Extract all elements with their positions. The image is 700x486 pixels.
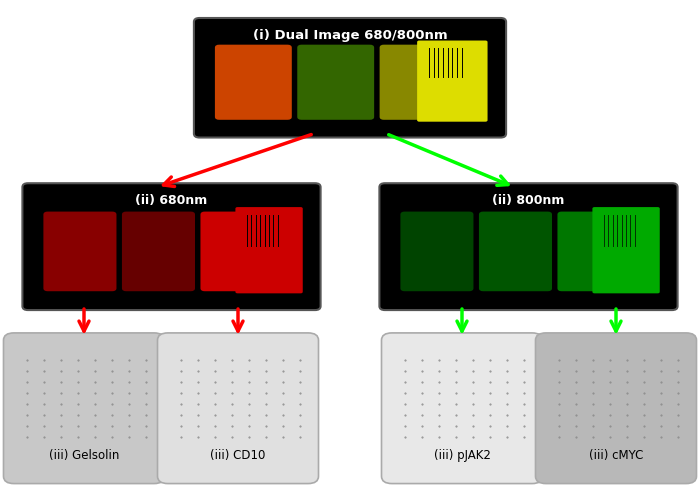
Text: (iii) CD10: (iii) CD10 <box>210 449 266 462</box>
FancyBboxPatch shape <box>379 45 456 120</box>
FancyBboxPatch shape <box>215 45 292 120</box>
Text: (ii) 680nm: (ii) 680nm <box>135 194 208 207</box>
FancyBboxPatch shape <box>43 211 116 291</box>
FancyBboxPatch shape <box>379 183 678 310</box>
FancyBboxPatch shape <box>22 183 321 310</box>
Text: (ii) 800nm: (ii) 800nm <box>492 194 565 207</box>
FancyBboxPatch shape <box>194 18 506 138</box>
FancyBboxPatch shape <box>536 333 696 484</box>
Text: (i) Dual Image 680/800nm: (i) Dual Image 680/800nm <box>253 29 447 42</box>
Text: (iii) Gelsolin: (iii) Gelsolin <box>49 449 119 462</box>
FancyBboxPatch shape <box>400 211 473 291</box>
FancyBboxPatch shape <box>557 211 631 291</box>
Text: (iii) pJAK2: (iii) pJAK2 <box>433 449 491 462</box>
FancyBboxPatch shape <box>200 211 274 291</box>
FancyBboxPatch shape <box>592 207 659 294</box>
FancyBboxPatch shape <box>382 333 542 484</box>
FancyBboxPatch shape <box>298 45 374 120</box>
FancyBboxPatch shape <box>417 40 487 122</box>
FancyBboxPatch shape <box>235 207 302 294</box>
FancyBboxPatch shape <box>158 333 318 484</box>
FancyBboxPatch shape <box>4 333 164 484</box>
Text: (iii) cMYC: (iii) cMYC <box>589 449 643 462</box>
FancyBboxPatch shape <box>122 211 195 291</box>
FancyBboxPatch shape <box>479 211 552 291</box>
